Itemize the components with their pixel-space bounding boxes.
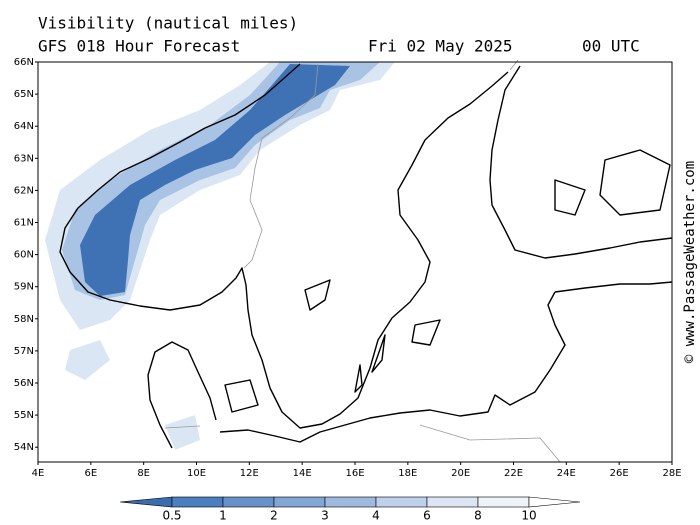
lon-label: 16E	[345, 468, 364, 479]
lon-label: 20E	[451, 468, 470, 479]
lat-label: 54N	[14, 442, 34, 453]
colorbar-label: 6	[423, 509, 431, 523]
lat-label: 59N	[14, 282, 34, 293]
lat-label: 55N	[14, 410, 34, 421]
map	[45, 59, 673, 463]
colorbar-box	[222, 496, 275, 508]
colorbar-low	[119, 496, 173, 508]
lon-label: 18E	[398, 468, 417, 479]
colorbar: 0.5 1 2 3 4 6 8 10	[119, 496, 581, 523]
lon-label: 22E	[504, 468, 523, 479]
lon-label: 24E	[557, 468, 576, 479]
colorbar-label: 2	[270, 509, 278, 523]
date: Fri 02 May 2025	[368, 37, 513, 56]
lon-label: 10E	[187, 468, 206, 479]
lon-label: 12E	[240, 468, 259, 479]
colorbar-box	[426, 496, 479, 508]
colorbar-high	[528, 496, 581, 508]
model: GFS 018 Hour Forecast	[38, 37, 240, 56]
lon-label: 28E	[662, 468, 681, 479]
lat-label: 66N	[14, 57, 34, 68]
lon-label: 26E	[610, 468, 629, 479]
lon-label: 8E	[137, 468, 150, 479]
title: Visibility (nautical miles)	[38, 14, 298, 33]
watermark: © www.PassageWeather.com	[682, 161, 698, 363]
lat-label: 58N	[14, 314, 34, 325]
lat-label: 63N	[14, 153, 34, 164]
lat-label: 64N	[14, 121, 34, 132]
visibility-shading	[45, 62, 395, 450]
lat-label: 65N	[14, 89, 34, 100]
colorbar-box	[273, 496, 326, 508]
time: 00 UTC	[582, 37, 640, 56]
colorbar-label: 4	[372, 509, 380, 523]
colorbar-label: 10	[521, 509, 536, 523]
colorbar-label: 3	[321, 509, 329, 523]
lat-label: 62N	[14, 185, 34, 196]
colorbar-box	[477, 496, 530, 508]
lat-label: 60N	[14, 250, 34, 261]
lat-label: 56N	[14, 378, 34, 389]
lat-label: 57N	[14, 346, 34, 357]
lon-label: 4E	[32, 468, 45, 479]
lon-label: 14E	[293, 468, 312, 479]
colorbar-box	[375, 496, 428, 508]
coastlines	[59, 59, 673, 463]
lon-label: 6E	[84, 468, 97, 479]
colorbar-box	[171, 496, 224, 508]
lat-label: 61N	[14, 218, 34, 229]
colorbar-label: 1	[219, 509, 227, 523]
colorbar-box	[324, 496, 377, 508]
colorbar-label: 0.5	[162, 509, 181, 523]
colorbar-label: 8	[474, 509, 482, 523]
